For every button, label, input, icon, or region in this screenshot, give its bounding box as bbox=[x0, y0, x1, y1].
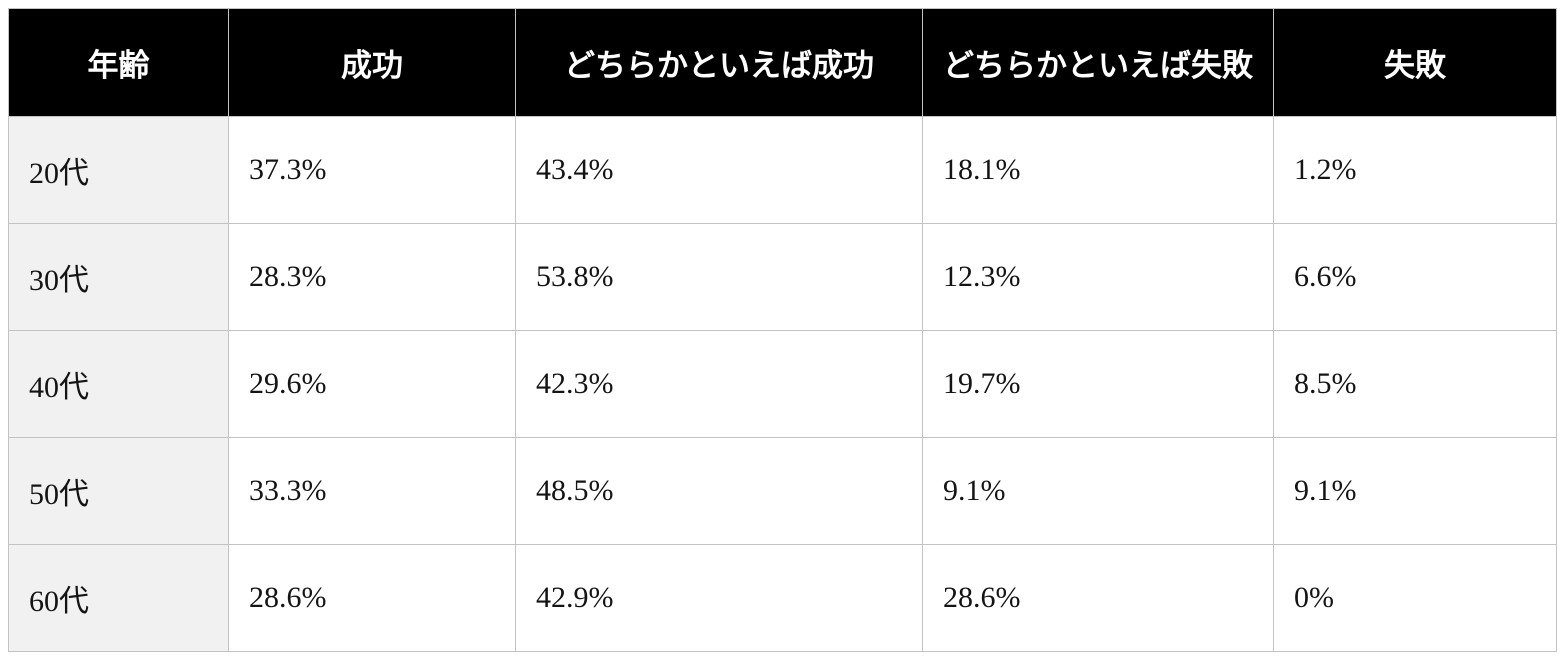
cell-50s-failure: 9.1% bbox=[1273, 437, 1557, 545]
cell-40s-rather-success: 42.3% bbox=[515, 330, 923, 438]
cell-40s-rather-failure: 19.7% bbox=[922, 330, 1274, 438]
cell-30s-rather-success: 53.8% bbox=[515, 223, 923, 331]
cell-20s-rather-failure: 18.1% bbox=[922, 116, 1274, 224]
cell-20s-rather-success: 43.4% bbox=[515, 116, 923, 224]
column-header-failure: 失敗 bbox=[1273, 8, 1557, 117]
row-label-40s: 40代 bbox=[8, 330, 229, 438]
table-row: 20代 37.3% 43.4% 18.1% 1.2% bbox=[8, 116, 1557, 224]
cell-60s-success: 28.6% bbox=[228, 544, 516, 652]
row-label-50s: 50代 bbox=[8, 437, 229, 545]
row-label-20s: 20代 bbox=[8, 116, 229, 224]
cell-30s-success: 28.3% bbox=[228, 223, 516, 331]
table-row: 60代 28.6% 42.9% 28.6% 0% bbox=[8, 544, 1557, 652]
cell-20s-failure: 1.2% bbox=[1273, 116, 1557, 224]
header-row: 年齢 成功 どちらかといえば成功 どちらかといえば失敗 失敗 bbox=[8, 8, 1557, 117]
cell-30s-rather-failure: 12.3% bbox=[922, 223, 1274, 331]
cell-60s-rather-success: 42.9% bbox=[515, 544, 923, 652]
cell-30s-failure: 6.6% bbox=[1273, 223, 1557, 331]
cell-50s-rather-success: 48.5% bbox=[515, 437, 923, 545]
cell-60s-failure: 0% bbox=[1273, 544, 1557, 652]
cell-40s-success: 29.6% bbox=[228, 330, 516, 438]
cell-50s-success: 33.3% bbox=[228, 437, 516, 545]
column-header-rather-success: どちらかといえば成功 bbox=[515, 8, 923, 117]
row-label-30s: 30代 bbox=[8, 223, 229, 331]
column-header-age: 年齢 bbox=[8, 8, 229, 117]
column-header-success: 成功 bbox=[228, 8, 516, 117]
table-row: 40代 29.6% 42.3% 19.7% 8.5% bbox=[8, 330, 1557, 438]
cell-60s-rather-failure: 28.6% bbox=[922, 544, 1274, 652]
row-label-60s: 60代 bbox=[8, 544, 229, 652]
cell-40s-failure: 8.5% bbox=[1273, 330, 1557, 438]
cell-20s-success: 37.3% bbox=[228, 116, 516, 224]
column-header-rather-failure: どちらかといえば失敗 bbox=[922, 8, 1274, 117]
cell-50s-rather-failure: 9.1% bbox=[922, 437, 1274, 545]
table-row: 50代 33.3% 48.5% 9.1% 9.1% bbox=[8, 437, 1557, 545]
age-success-rate-table: 年齢 成功 どちらかといえば成功 どちらかといえば失敗 失敗 20代 37.3%… bbox=[8, 8, 1557, 652]
table-row: 30代 28.3% 53.8% 12.3% 6.6% bbox=[8, 223, 1557, 331]
